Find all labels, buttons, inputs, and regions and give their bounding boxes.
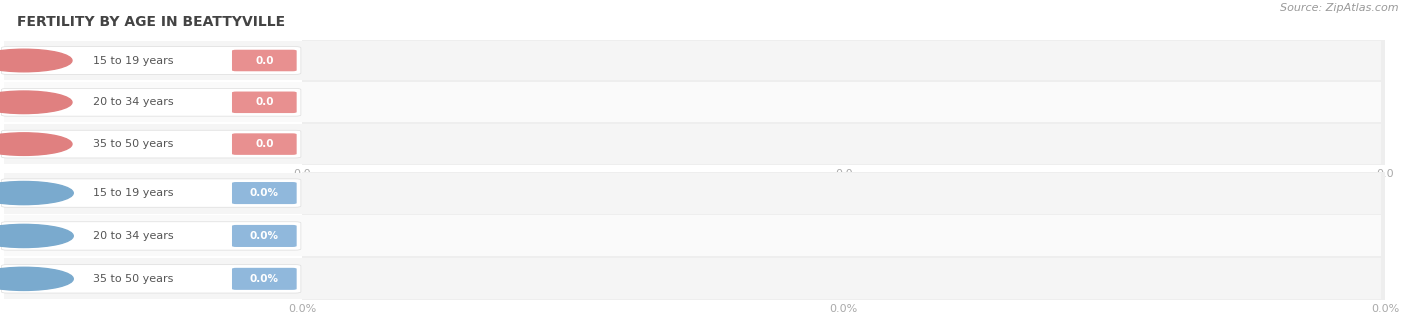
- Text: 0.0: 0.0: [254, 139, 274, 149]
- Text: FERTILITY BY AGE IN BEATTYVILLE: FERTILITY BY AGE IN BEATTYVILLE: [17, 15, 285, 29]
- Text: 35 to 50 years: 35 to 50 years: [93, 139, 174, 149]
- FancyBboxPatch shape: [291, 223, 1396, 330]
- FancyBboxPatch shape: [291, 180, 1396, 292]
- Bar: [0, 172, 1406, 214]
- Bar: [0, 257, 1406, 300]
- FancyBboxPatch shape: [291, 6, 1396, 115]
- Text: 20 to 34 years: 20 to 34 years: [93, 231, 174, 241]
- Bar: [0, 123, 1406, 165]
- FancyBboxPatch shape: [291, 137, 1396, 249]
- Text: 0.0: 0.0: [254, 55, 274, 65]
- FancyBboxPatch shape: [291, 89, 1396, 199]
- Text: 0.0%: 0.0%: [250, 231, 278, 241]
- Text: 20 to 34 years: 20 to 34 years: [93, 97, 174, 107]
- Text: 0.0%: 0.0%: [250, 274, 278, 284]
- Text: 0.0: 0.0: [254, 97, 274, 107]
- Bar: [0, 214, 1406, 257]
- Text: 15 to 19 years: 15 to 19 years: [93, 55, 174, 65]
- Text: Source: ZipAtlas.com: Source: ZipAtlas.com: [1281, 3, 1399, 13]
- Text: 0.0%: 0.0%: [250, 188, 278, 198]
- FancyBboxPatch shape: [291, 48, 1396, 157]
- Text: 15 to 19 years: 15 to 19 years: [93, 188, 174, 198]
- Bar: [0, 82, 1406, 123]
- Text: 35 to 50 years: 35 to 50 years: [93, 274, 174, 284]
- Bar: [0, 40, 1406, 82]
